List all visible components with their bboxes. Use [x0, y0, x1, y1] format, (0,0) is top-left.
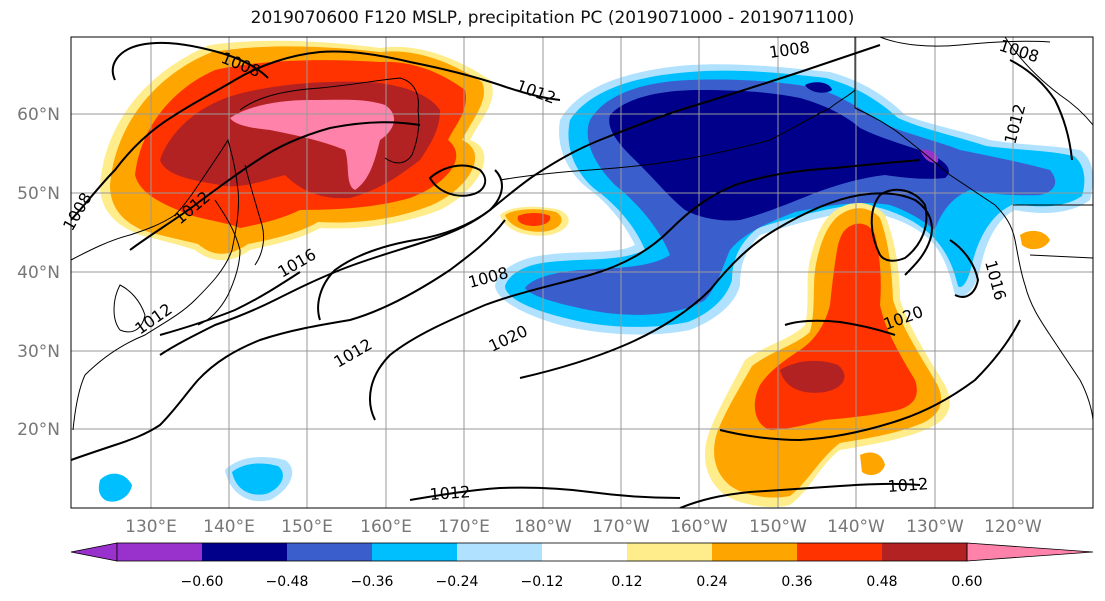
colorbar-extend-max — [966, 542, 1094, 562]
colorbar-tick-label: 0.24 — [696, 574, 727, 590]
lon-label: 160°W — [670, 517, 728, 537]
colorbar-tick-label: 0.60 — [951, 574, 982, 590]
colorbar-tick-label: −0.24 — [436, 574, 479, 590]
lon-label: 160°E — [360, 517, 412, 537]
precip-positive-ne-pacific — [705, 202, 950, 507]
latitude-labels: 60°N 50°N 40°N 30°N 20°N — [17, 105, 60, 440]
map-frame — [70, 36, 1094, 509]
coastlines — [71, 37, 1093, 431]
lon-label: 140°E — [203, 517, 255, 537]
colorbar-tick-label: −0.60 — [181, 574, 224, 590]
graticule — [71, 37, 1093, 508]
colorbar-tick-label: −0.12 — [521, 574, 564, 590]
colorbar: −0.60 −0.48 −0.36 −0.24 −0.12 0.12 0.24 … — [70, 542, 1094, 590]
colorbar-tick-label: 0.48 — [866, 574, 897, 590]
colorbar-segment — [457, 543, 542, 561]
colorbar-tick-label: −0.48 — [266, 574, 309, 590]
lat-label: 40°N — [17, 263, 60, 283]
contour-label: 1012 — [429, 482, 471, 504]
colorbar-extend-min — [70, 542, 118, 562]
lon-label: 180°W — [514, 517, 572, 537]
longitude-labels: 130°E 140°E 150°E 160°E 170°E 180°W 170°… — [125, 517, 1042, 537]
lon-label: 120°W — [984, 517, 1042, 537]
colorbar-tick-label: −0.36 — [351, 574, 394, 590]
lon-label: 140°W — [827, 517, 885, 537]
precip-negative-central-pacific — [98, 64, 1093, 502]
colorbar-tick-label: 0.12 — [611, 574, 642, 590]
colorbar-segment — [627, 543, 712, 561]
lon-label: 130°E — [125, 517, 177, 537]
lon-label: 130°W — [906, 517, 964, 537]
colorbar-segment — [542, 543, 627, 561]
lat-label: 60°N — [17, 105, 60, 125]
lat-label: 30°N — [17, 342, 60, 362]
lat-label: 20°N — [17, 420, 60, 440]
isobars — [71, 41, 1073, 508]
colorbar-segment — [287, 543, 372, 561]
map-title: 2019070600 F120 MSLP, precipitation PC (… — [250, 8, 855, 28]
lat-label: 50°N — [17, 184, 60, 204]
lon-label: 150°E — [281, 517, 333, 537]
contour-label: 1012 — [887, 474, 929, 496]
lon-label: 170°E — [438, 517, 490, 537]
colorbar-segment — [372, 543, 457, 561]
colorbar-segment — [202, 543, 287, 561]
colorbar-segment — [882, 543, 967, 561]
colorbar-tick-label: 0.36 — [781, 574, 812, 590]
colorbar-segment — [117, 543, 202, 561]
colorbar-segment — [712, 543, 797, 561]
colorbar-segment — [797, 543, 882, 561]
lon-label: 170°W — [592, 517, 650, 537]
lon-label: 150°W — [749, 517, 807, 537]
precip-positive-nw-pacific — [100, 40, 569, 261]
